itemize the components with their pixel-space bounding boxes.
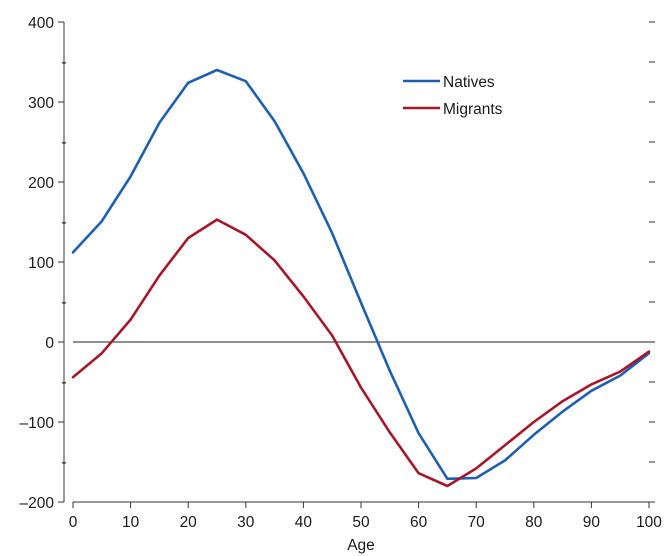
x-tick-label: 50: [352, 514, 370, 531]
x-tick-label: 40: [295, 514, 313, 531]
y-tick-label: 200: [28, 175, 54, 192]
legend-label: Migrants: [443, 101, 503, 118]
y-minor-ticks: - - - - - -: [61, 54, 66, 471]
y-minor-tick-label: -: [61, 294, 66, 311]
x-tick-label: 60: [410, 514, 428, 531]
x-tick-label: 90: [583, 514, 601, 531]
x-tick-label: 20: [180, 514, 198, 531]
x-tick-label: 70: [468, 514, 486, 531]
x-axis-title: Age: [347, 537, 375, 554]
axes: [63, 22, 655, 503]
x-tick-label: 100: [636, 514, 662, 531]
right-ticks: [649, 21, 655, 503]
legend: Natives Migrants: [403, 74, 503, 118]
y-minor-tick-label: -: [61, 134, 66, 151]
x-tick-label: 80: [525, 514, 543, 531]
legend-item-natives: Natives: [403, 74, 495, 91]
y-tick-label: 100: [28, 255, 54, 272]
legend-label: Natives: [443, 74, 495, 91]
y-minor-tick-label: -: [61, 374, 66, 391]
series-line-natives: [71, 68, 651, 481]
x-tick-label: 0: [69, 514, 78, 531]
y-tick-label: 300: [28, 95, 54, 112]
y-tick-label: 400: [28, 15, 54, 32]
series-line-migrants: [71, 218, 651, 488]
y-ticks: –200 –100 0 100 200 300 400: [20, 15, 64, 512]
y-tick-label: 0: [45, 335, 54, 352]
y-tick-label: –100: [20, 415, 55, 432]
y-tick-label: –200: [20, 495, 55, 512]
x-tick-label: 30: [237, 514, 255, 531]
x-tick-label: 10: [122, 514, 140, 531]
x-ticks: 0 10 20 30 40 50 60 70 80 90 100: [69, 502, 662, 531]
y-minor-tick-label: -: [61, 54, 66, 71]
series-lines: [71, 68, 651, 488]
legend-item-migrants: Migrants: [403, 101, 503, 118]
y-minor-tick-label: -: [61, 214, 66, 231]
y-minor-tick-label: -: [61, 454, 66, 471]
